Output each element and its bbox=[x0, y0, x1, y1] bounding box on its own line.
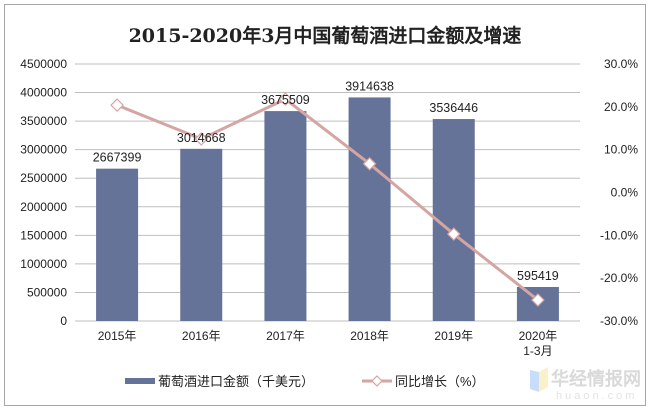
bar-data-label: 2667399 bbox=[93, 151, 142, 165]
growth-point bbox=[362, 156, 377, 171]
category-label: 2019年 bbox=[434, 329, 473, 343]
right-tick-label: -10.0% bbox=[600, 228, 638, 242]
category-label: 2020年 bbox=[519, 329, 558, 343]
legend: 葡萄酒进口金额（千美元） 同比增长（%） bbox=[125, 374, 485, 389]
growth-line bbox=[116, 97, 539, 302]
bar-data-label: 3675509 bbox=[261, 93, 310, 107]
legend-label-bar: 葡萄酒进口金额（千美元） bbox=[158, 374, 314, 389]
legend-marker bbox=[371, 375, 383, 387]
legend-swatch-bar bbox=[125, 378, 155, 384]
right-tick-label: 10.0% bbox=[604, 143, 638, 157]
left-tick-label: 0 bbox=[60, 314, 67, 328]
growth-point bbox=[194, 132, 209, 146]
left-tick-label: 3500000 bbox=[20, 114, 67, 128]
chart-title: 2015-2020年3月中国葡萄酒进口金额及增速 bbox=[129, 24, 522, 47]
left-tick-label: 1500000 bbox=[20, 228, 67, 242]
left-tick-label: 2500000 bbox=[20, 171, 67, 185]
left-tick-label: 500000 bbox=[27, 285, 67, 299]
category-label: 2017年 bbox=[266, 329, 305, 343]
bar-data-label: 3914638 bbox=[345, 79, 394, 93]
right-tick-label: -30.0% bbox=[600, 314, 638, 328]
bar bbox=[348, 97, 391, 322]
watermark-url: huaon.com bbox=[556, 390, 637, 402]
left-tick-label: 3000000 bbox=[20, 143, 67, 157]
bar-data-label: 595419 bbox=[517, 269, 559, 283]
right-tick-label: 30.0% bbox=[604, 57, 638, 71]
growth-point bbox=[278, 92, 293, 106]
right-tick-label: -20.0% bbox=[600, 271, 638, 285]
category-label: 2016年 bbox=[182, 329, 221, 343]
growth-point bbox=[531, 293, 545, 307]
category-label: 2015年 bbox=[98, 329, 137, 343]
left-tick-label: 1000000 bbox=[20, 257, 67, 271]
growth-point bbox=[110, 98, 124, 112]
watermark-text: 华经情报网 bbox=[551, 368, 641, 389]
bar bbox=[96, 168, 139, 321]
bar-data-label: 3014668 bbox=[177, 131, 226, 145]
right-tick-label: 0.0% bbox=[611, 186, 639, 200]
bar bbox=[264, 111, 307, 321]
watermark: 华经情报网 huaon.com bbox=[530, 367, 641, 402]
category-label: 2018年 bbox=[350, 329, 389, 343]
legend-label-line: 同比增长（%） bbox=[395, 374, 485, 389]
watermark-logo-right bbox=[539, 367, 548, 392]
bar bbox=[432, 119, 475, 322]
bar bbox=[180, 148, 223, 321]
watermark-logo-left bbox=[530, 370, 539, 392]
category-label: 1-3月 bbox=[523, 344, 552, 358]
bar-data-label: 3536446 bbox=[429, 101, 478, 115]
growth-point bbox=[446, 227, 461, 241]
left-tick-label: 2000000 bbox=[20, 200, 67, 214]
left-tick-label: 4500000 bbox=[20, 57, 67, 71]
right-tick-label: 20.0% bbox=[604, 100, 638, 114]
left-tick-label: 4000000 bbox=[20, 86, 67, 100]
